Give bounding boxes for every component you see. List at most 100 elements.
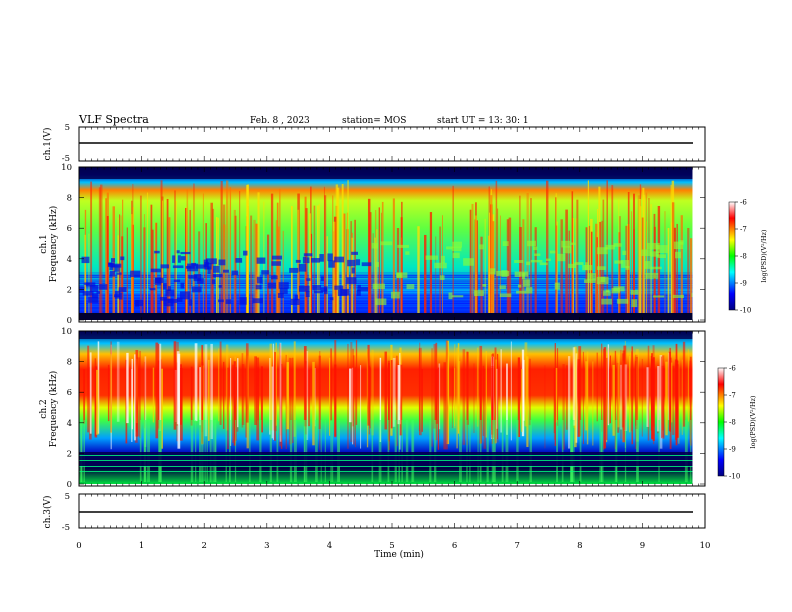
high-power-patch xyxy=(587,273,596,281)
ch2-colorbar: -6 -7 -8 -9 -10 log(PSD)(V²/Hz) xyxy=(717,365,757,481)
green-streak xyxy=(269,420,272,482)
sferic-streak xyxy=(237,358,239,428)
sferic-streak xyxy=(275,220,279,318)
sferic-streak xyxy=(126,352,129,424)
sferic-streak xyxy=(681,359,683,435)
sferic-streak xyxy=(429,212,433,318)
low-power-patch xyxy=(160,264,170,269)
sferic-streak xyxy=(671,202,675,318)
high-power-patch xyxy=(562,246,572,254)
high-power-patch xyxy=(514,271,521,277)
high-power-patch xyxy=(596,247,608,255)
low-power-patch xyxy=(120,256,125,261)
sferic-streak xyxy=(638,198,641,318)
sferic-streak xyxy=(439,226,442,318)
low-power-patch xyxy=(290,298,300,305)
x-axis-tick-labels: 0 1 2 3 4 5 6 7 8 9 10 xyxy=(76,541,710,551)
sferic-streak xyxy=(689,356,692,446)
low-power-patch xyxy=(176,250,180,254)
sferic-streak xyxy=(204,344,208,437)
x-tick-label-6: 6 xyxy=(452,541,457,551)
sferic-streak xyxy=(664,211,666,318)
sferic-streak xyxy=(443,362,447,450)
sferic-streak xyxy=(659,354,663,449)
x-tick-label-9: 9 xyxy=(640,541,645,551)
sferic-streak xyxy=(633,193,635,318)
sferic-streak xyxy=(186,206,188,318)
high-power-patch xyxy=(516,290,526,294)
sferic-streak xyxy=(657,205,661,318)
sferic-streak xyxy=(374,237,376,318)
high-power-patch xyxy=(672,294,684,299)
sferic-streak xyxy=(680,215,683,318)
sferic-streak xyxy=(650,355,652,431)
high-power-patch xyxy=(533,253,541,256)
sferic-streak xyxy=(526,356,529,447)
sferic-streak xyxy=(132,183,134,318)
sferic-streak xyxy=(508,217,512,318)
high-power-patch xyxy=(371,242,379,249)
high-power-patch xyxy=(568,263,576,269)
sferic-streak xyxy=(205,223,207,318)
sferic-streak xyxy=(174,190,176,318)
ch2-spectrogram-ylabel-frequency: Frequency (kHz) xyxy=(48,371,59,448)
sferic-streak xyxy=(194,343,198,422)
sferic-streak xyxy=(595,223,598,318)
low-power-patch xyxy=(306,257,310,264)
sferic-streak xyxy=(608,368,610,424)
low-power-patch xyxy=(278,282,289,289)
sferic-streak xyxy=(337,187,340,318)
sferic-streak xyxy=(553,368,556,440)
ch1-voltage-ytick-bottom: -5 xyxy=(62,154,70,164)
colorbar-tick-label--10: -10 xyxy=(740,307,751,315)
sferic-streak xyxy=(87,345,90,433)
green-streak xyxy=(147,420,151,482)
colorbar-tick-label--10: -10 xyxy=(729,473,740,481)
low-power-patch xyxy=(130,270,141,278)
sferic-streak xyxy=(230,358,232,446)
sferic-streak xyxy=(120,236,124,318)
low-power-patch xyxy=(180,251,191,255)
sferic-streak xyxy=(446,340,450,445)
green-streak xyxy=(690,420,692,482)
high-power-patch xyxy=(490,268,496,275)
sferic-streak xyxy=(280,364,283,449)
sferic-streak xyxy=(438,363,441,430)
sferic-streak xyxy=(354,367,357,448)
sferic-streak xyxy=(176,351,180,425)
high-power-patch xyxy=(545,258,551,262)
sferic-streak xyxy=(646,367,650,427)
sferic-streak xyxy=(614,350,617,449)
sferic-streak xyxy=(635,354,638,426)
sferic-streak xyxy=(607,344,610,426)
high-power-patch xyxy=(605,244,615,250)
sferic-streak xyxy=(641,358,643,437)
sferic-streak xyxy=(399,364,403,436)
sferic-streak xyxy=(689,238,693,318)
x-axis-label: Time (min) xyxy=(374,549,424,560)
sferic-streak xyxy=(624,364,628,431)
sferic-streak xyxy=(575,218,578,318)
low-power-patch xyxy=(195,264,206,269)
low-power-patch xyxy=(303,253,313,257)
green-streak xyxy=(477,420,479,482)
sferic-streak xyxy=(603,347,607,449)
green-streak xyxy=(234,420,237,482)
sferic-streak xyxy=(253,219,256,318)
sferic-streak xyxy=(475,220,478,318)
sferic-streak xyxy=(354,219,356,318)
sferic-streak xyxy=(314,368,316,427)
sferic-streak xyxy=(473,363,475,434)
spectral-line xyxy=(79,272,693,274)
sferic-streak xyxy=(151,229,154,318)
sferic-streak xyxy=(495,359,497,444)
colorbar-tick-label--8: -8 xyxy=(740,253,747,261)
x-tick-label-7: 7 xyxy=(514,541,519,551)
sferic-streak xyxy=(612,364,615,436)
sferic-streak xyxy=(578,346,582,437)
sferic-streak xyxy=(652,345,655,427)
high-power-patch xyxy=(679,240,684,245)
low-power-patch xyxy=(110,263,122,268)
sferic-streak xyxy=(496,368,498,429)
